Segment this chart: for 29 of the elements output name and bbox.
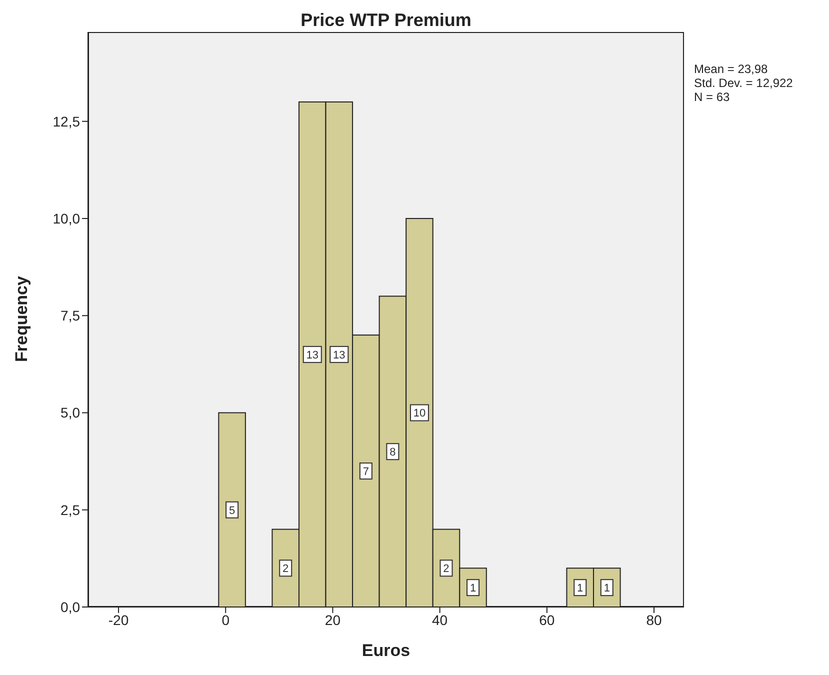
- x-tick-label: 0: [222, 612, 230, 628]
- data-label: 13: [306, 349, 318, 362]
- x-tick-label: 80: [646, 612, 662, 628]
- data-label: 8: [390, 446, 396, 459]
- data-label: 10: [413, 408, 426, 420]
- data-label: 2: [443, 563, 450, 576]
- data-label: 7: [362, 466, 369, 478]
- y-tick-label: 7,5: [60, 308, 80, 324]
- y-tick-label: 10,0: [52, 210, 80, 226]
- data-label: 5: [228, 504, 236, 517]
- data-label: 13: [333, 349, 346, 362]
- x-axis-title: Euros: [360, 641, 412, 661]
- text: N = 63: [694, 90, 731, 104]
- y-tick-label: 12,5: [52, 113, 80, 130]
- data-label: 1: [577, 582, 584, 595]
- data-label: 1: [470, 582, 476, 595]
- x-tick-label: 60: [539, 612, 555, 628]
- text: Mean = 23,98: [694, 62, 769, 76]
- chart-title: Price WTP Premium: [300, 10, 472, 31]
- data-label: 2: [282, 563, 289, 576]
- y-tick-label: 2,5: [60, 502, 80, 518]
- text: Std. Dev. = 12,922: [694, 76, 793, 90]
- y-tick-label: 5,0: [60, 404, 80, 421]
- y-tick-label: 0,0: [60, 598, 80, 615]
- x-tick-label: 20: [324, 612, 341, 628]
- x-tick-label: -20: [108, 612, 129, 628]
- x-tick-label: 40: [432, 612, 448, 628]
- data-label: 1: [604, 582, 610, 595]
- y-axis-title: Frequency: [12, 274, 32, 364]
